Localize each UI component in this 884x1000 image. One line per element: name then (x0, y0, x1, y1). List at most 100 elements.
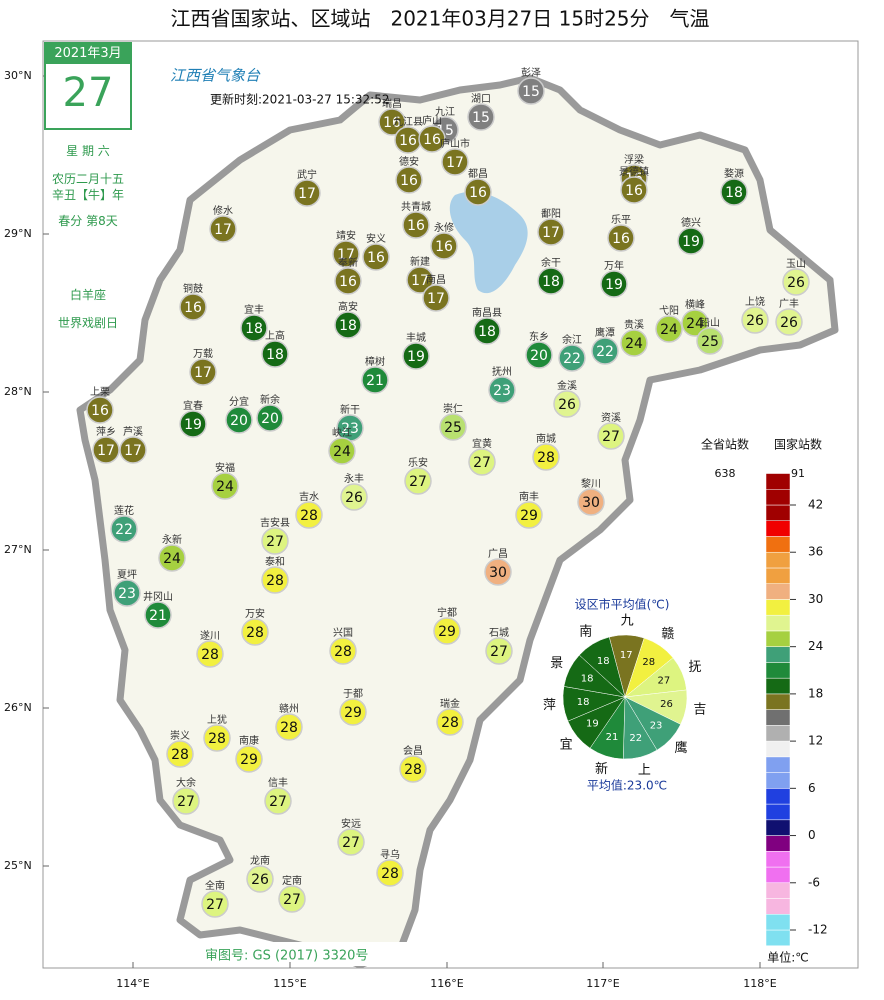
station-name: 定南 (282, 874, 302, 887)
station-value: 19 (407, 349, 425, 365)
station-marker (110, 515, 138, 543)
station-marker (275, 713, 303, 741)
station-marker (361, 366, 389, 394)
station-value: 20 (230, 413, 248, 429)
station-name: 庐山市 (440, 137, 470, 150)
station-name: 铜鼓 (183, 282, 203, 295)
station-name: 乐平 (611, 214, 631, 226)
station-value: 23 (341, 421, 359, 437)
station-marker (399, 755, 427, 783)
pie-label: 九 (621, 614, 634, 629)
lon-label: 117°E (586, 977, 619, 990)
station-marker (402, 342, 430, 370)
station-name: 上栗 (90, 386, 110, 398)
station-value: 17 (298, 186, 316, 202)
station-marker (340, 483, 368, 511)
station-marker (696, 327, 724, 355)
station-value: 26 (345, 490, 363, 506)
station-value: 26 (251, 872, 269, 888)
station-value: 27 (473, 455, 491, 471)
station-marker (655, 315, 683, 343)
station-name: 万年 (604, 259, 624, 272)
station-name: 于都 (343, 688, 363, 700)
station-marker (577, 488, 605, 516)
station-marker (467, 103, 495, 131)
station-value: 24 (216, 479, 234, 495)
scale-bin (765, 551, 791, 569)
pie-label: 赣 (661, 627, 674, 642)
station-name: 兴国 (333, 627, 353, 639)
station-marker (261, 340, 289, 368)
station-value: 27 (206, 897, 224, 913)
scale-tick-label: 18 (808, 686, 823, 700)
station-value: 25 (444, 420, 462, 436)
station-value: 16 (407, 218, 425, 234)
pie-value: 23 (650, 721, 663, 732)
station-name: 婺源 (724, 167, 744, 180)
station-name: 南昌县 (472, 306, 502, 319)
station-value: 27 (409, 474, 427, 490)
scale-tick-label: 24 (808, 639, 823, 653)
station-value: 28 (246, 625, 264, 641)
station-name: 玉山 (786, 258, 806, 270)
scale-bin (765, 599, 791, 616)
pie-value: 18 (577, 697, 590, 708)
station-value: 15 (472, 110, 490, 126)
station-name: 广丰 (779, 297, 799, 310)
station-name: 泰和 (265, 555, 285, 568)
station-marker (517, 77, 545, 105)
station-name: 余干 (541, 256, 561, 269)
pie-label: 上 (638, 763, 651, 778)
station-value: 28 (201, 647, 219, 663)
station-value: 27 (602, 429, 620, 445)
station-value: 17 (97, 443, 115, 459)
station-name: 瑞金 (440, 697, 460, 710)
station-name: 浮梁 (624, 153, 644, 166)
station-value: 28 (334, 644, 352, 660)
station-marker (240, 314, 268, 342)
station-name: 莲花 (114, 504, 134, 517)
station-value: 18 (245, 321, 263, 337)
pie-label: 萍 (543, 698, 556, 713)
pie-title: 设区市平均值(℃) (575, 597, 670, 612)
audit-bg (200, 942, 420, 966)
station-name: 奉新 (338, 256, 358, 269)
weekday: 星 期 六 (66, 144, 110, 158)
scale-bin (765, 882, 791, 899)
station-marker (378, 108, 406, 136)
station-marker (328, 437, 356, 465)
station-value: 26 (787, 275, 805, 291)
station-name: 宁都 (437, 606, 457, 619)
station-value: 27 (266, 534, 284, 550)
station-name: 南昌 (426, 273, 446, 286)
station-value: 26 (746, 313, 764, 329)
station-marker (172, 787, 200, 815)
station-value: 22 (563, 351, 581, 367)
scale-bin (765, 504, 791, 521)
station-name: 靖安 (336, 229, 356, 242)
station-marker (525, 341, 553, 369)
station-marker (436, 708, 464, 736)
province-count-label: 全省站数 (701, 437, 749, 452)
station-marker (620, 329, 648, 357)
station-value: 28 (441, 715, 459, 731)
pie-label: 抚 (688, 660, 701, 675)
station-value: 18 (725, 185, 743, 201)
audit-number: 审图号: GS (2017) 3320号 (205, 949, 368, 964)
station-value: 18 (266, 347, 284, 363)
station-name: 资溪 (601, 412, 621, 424)
station-name: 贵溪 (624, 318, 644, 331)
station-name: 寻乌 (380, 848, 400, 861)
lat-label: 29°N (4, 227, 32, 240)
station-value: 28 (171, 747, 189, 763)
station-name: 吉水 (299, 491, 319, 503)
station-name: 全南 (205, 879, 225, 892)
station-marker (488, 376, 516, 404)
scale-bin (765, 693, 791, 710)
pie-value: 21 (606, 732, 619, 743)
station-marker (473, 317, 501, 345)
pie-value: 18 (581, 673, 594, 684)
station-value: 22 (115, 522, 133, 538)
scale-bin (765, 725, 791, 742)
